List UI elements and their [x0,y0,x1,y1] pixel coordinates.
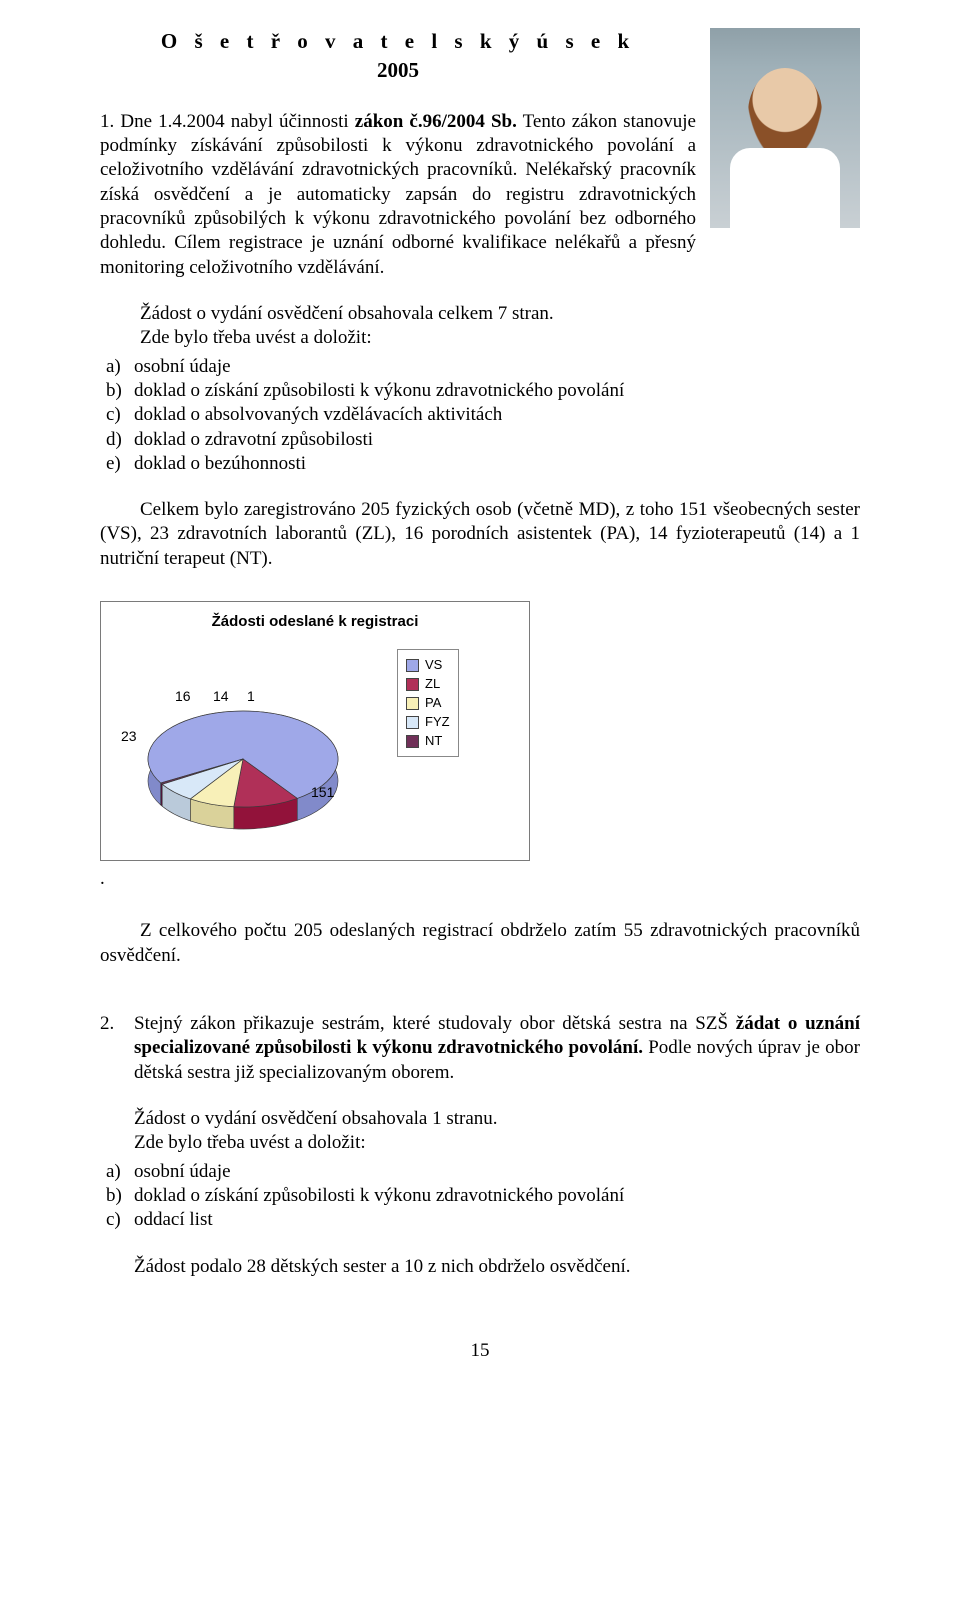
svg-text:23: 23 [121,728,137,744]
list-marker: c) [100,1208,134,1232]
list-item: d)doklad o zdravotní způsobilosti [100,428,860,452]
p1-lead: 1. Dne 1.4.2004 nabyl účinnosti [100,111,355,132]
list-text: doklad o zdravotní způsobilosti [134,428,860,452]
list-marker: b) [100,1184,134,1208]
paragraph-8: Žádost podalo 28 dětských sester a 10 z … [100,1255,860,1279]
legend-item: NT [406,732,450,751]
legend-label: VS [425,656,442,675]
list-text: doklad o absolvovaných vzdělávacích akti… [134,403,860,427]
paragraph-4: Celkem bylo zaregistrováno 205 fyzických… [100,498,860,571]
list-item: a)osobní údaje [100,355,860,379]
legend-item: VS [406,656,450,675]
paragraph-2: Žádost o vydání osvědčení obsahovala cel… [100,302,860,326]
item-text: Stejný zákon přikazuje sestrám, které st… [134,1012,860,1085]
svg-text:14: 14 [213,688,229,704]
legend-item: ZL [406,675,450,694]
paragraph-7: Zde bylo třeba uvést a doložit: [100,1131,860,1155]
list-marker: e) [100,452,134,476]
stray-dot: . [100,867,860,891]
list-marker: a) [100,1160,134,1184]
list-marker: a) [100,355,134,379]
legend-label: PA [425,694,441,713]
list-text: doklad o bezúhonnosti [134,452,860,476]
svg-text:16: 16 [175,688,191,704]
paragraph-6: Žádost o vydání osvědčení obsahovala 1 s… [100,1107,860,1131]
numbered-item-2: 2. Stejný zákon přikazuje sestrám, které… [100,1012,860,1085]
list-item: e)doklad o bezúhonnosti [100,452,860,476]
list-requirements-2: a)osobní údaje b)doklad o získání způsob… [100,1160,860,1233]
list-text: doklad o získání způsobilosti k výkonu z… [134,379,860,403]
list-requirements-1: a)osobní údaje b)doklad o získání způsob… [100,355,860,477]
list-marker: c) [100,403,134,427]
legend-swatch [406,678,419,691]
svg-text:151: 151 [311,784,335,800]
svg-text:1: 1 [247,688,255,704]
registration-chart: Žádosti odeslané k registraci 1 14 16 23 151… [100,601,530,861]
list-text: osobní údaje [134,355,860,379]
legend-item: PA [406,694,450,713]
list-item: c)oddací list [100,1208,860,1232]
list-item: b)doklad o získání způsobilosti k výkonu… [100,379,860,403]
list-item: c)doklad o absolvovaných vzdělávacích ak… [100,403,860,427]
list-text: osobní údaje [134,1160,860,1184]
list-marker: d) [100,428,134,452]
pie-chart-svg: 1 14 16 23 151 [113,649,383,839]
p1-rest: Tento zákon stanovuje podmínky získávání… [100,111,696,278]
list-marker: b) [100,379,134,403]
item2-lead: Stejný zákon přikazuje sestrám, které st… [134,1013,736,1034]
page-number: 15 [100,1339,860,1363]
legend-swatch [406,716,419,729]
chart-title: Žádosti odeslané k registraci [113,612,517,631]
legend-swatch [406,697,419,710]
paragraph-3: Zde bylo třeba uvést a doložit: [100,326,860,350]
legend-swatch [406,735,419,748]
p1-law-bold: zákon č.96/2004 Sb. [355,111,517,132]
legend-item: FYZ [406,713,450,732]
item-number: 2. [100,1012,134,1085]
legend-swatch [406,659,419,672]
portrait-photo [710,28,860,228]
list-item: b)doklad o získání způsobilosti k výkonu… [100,1184,860,1208]
legend-label: FYZ [425,713,450,732]
list-text: doklad o získání způsobilosti k výkonu z… [134,1184,860,1208]
list-text: oddací list [134,1208,860,1232]
legend-label: NT [425,732,442,751]
legend-label: ZL [425,675,440,694]
paragraph-5: Z celkového počtu 205 odeslaných registr… [100,919,860,968]
list-item: a)osobní údaje [100,1160,860,1184]
chart-legend: VSZLPAFYZNT [397,649,459,757]
